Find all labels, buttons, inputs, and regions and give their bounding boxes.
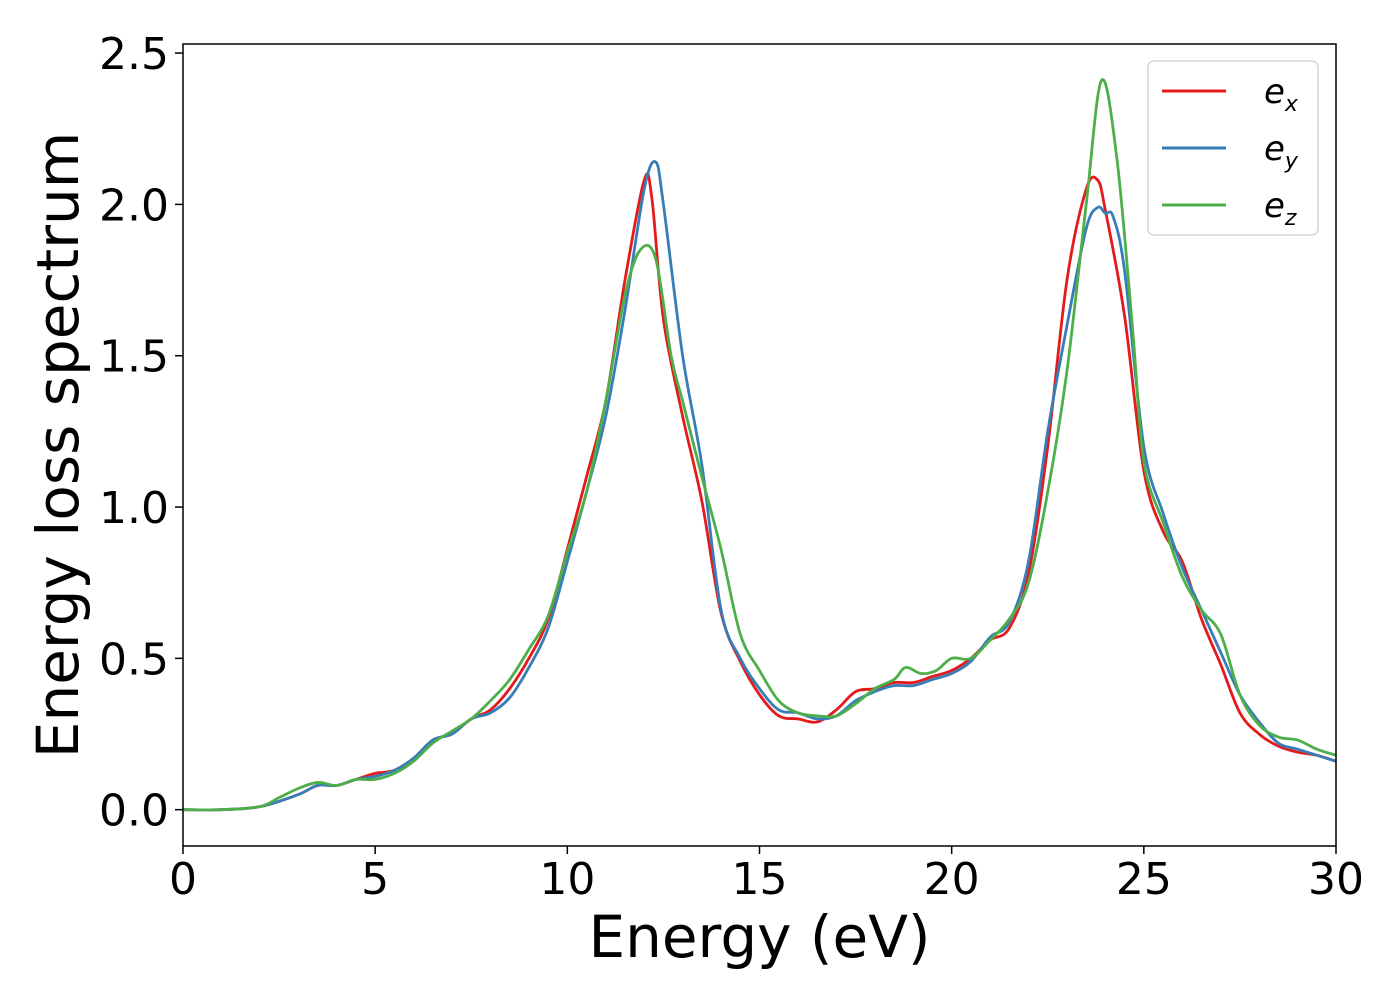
series-line-e-z bbox=[183, 78, 1336, 812]
legend-label-sub: z bbox=[1284, 206, 1297, 231]
y-axis-label: Energy loss spectrum bbox=[24, 132, 92, 758]
x-tick-label: 15 bbox=[732, 854, 788, 905]
y-tick-label: 1.5 bbox=[99, 332, 169, 383]
y-tick-label: 0.5 bbox=[99, 634, 169, 685]
legend-label-main: e bbox=[1264, 186, 1285, 226]
x-tick-label: 20 bbox=[924, 854, 980, 905]
y-tick-label: 2.0 bbox=[99, 180, 169, 231]
legend-label-main: e bbox=[1264, 129, 1285, 169]
series-line-e-x bbox=[183, 172, 1336, 812]
y-tick-label: 2.5 bbox=[99, 29, 169, 80]
legend-label: ex bbox=[1264, 72, 1299, 117]
legend-label-sub: x bbox=[1284, 92, 1299, 117]
x-tick-label: 30 bbox=[1308, 854, 1364, 905]
y-tick-label: 1.0 bbox=[99, 483, 169, 534]
legend-label: ey bbox=[1264, 129, 1299, 174]
x-tick-label: 10 bbox=[539, 854, 595, 905]
y-tick-label: 0.0 bbox=[99, 786, 169, 837]
x-tick-label: 25 bbox=[1116, 854, 1172, 905]
axis-ticks: 0 5 10 15 20 25 30 0.0 0.5 1.0 1.5 2.0 2.5 bbox=[99, 29, 1364, 905]
legend-label-sub: y bbox=[1284, 149, 1299, 174]
legend-label: ez bbox=[1264, 186, 1297, 231]
x-tick-label: 0 bbox=[169, 854, 197, 905]
x-axis-label: Energy (eV) bbox=[588, 903, 930, 971]
series-line-e-y bbox=[183, 160, 1336, 812]
x-tick-label: 5 bbox=[361, 854, 389, 905]
legend-frame bbox=[1147, 60, 1319, 236]
series-lines bbox=[183, 78, 1336, 812]
legend-label-main: e bbox=[1264, 72, 1285, 112]
